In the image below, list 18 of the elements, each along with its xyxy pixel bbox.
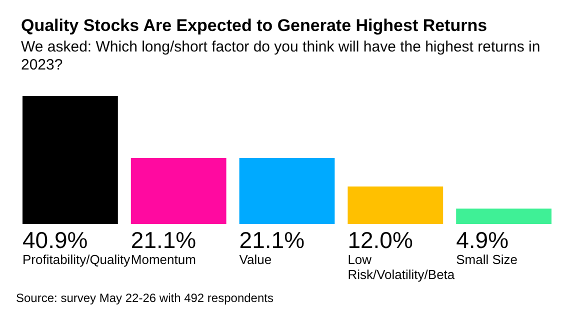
bar [239, 158, 335, 224]
data-label: 40.9% [22, 227, 88, 253]
bar [130, 158, 226, 224]
data-label: 12.0% [348, 227, 413, 253]
data-label: 4.9% [456, 227, 509, 253]
x-tick-label: Momentum [130, 252, 196, 267]
x-tick-label: Value [239, 252, 272, 267]
chart-subtitle: We asked: Which long/short factor do you think will have the highest returns in 2023? [21, 38, 544, 74]
bar [22, 96, 118, 224]
x-tick-label: Profitability/Quality [22, 252, 131, 267]
bar [348, 186, 444, 224]
x-tick-label: Small Size [456, 252, 518, 267]
x-tick-label: Low Risk/Volatility/Beta [348, 252, 456, 282]
chart-title: Quality Stocks Are Expected to Generate Highest Returns [21, 16, 488, 35]
data-label: 21.1% [239, 227, 305, 253]
source-note: Source: survey May 22-26 with 492 respondents [16, 291, 274, 305]
bar [456, 208, 552, 224]
data-label: 21.1% [130, 227, 196, 253]
